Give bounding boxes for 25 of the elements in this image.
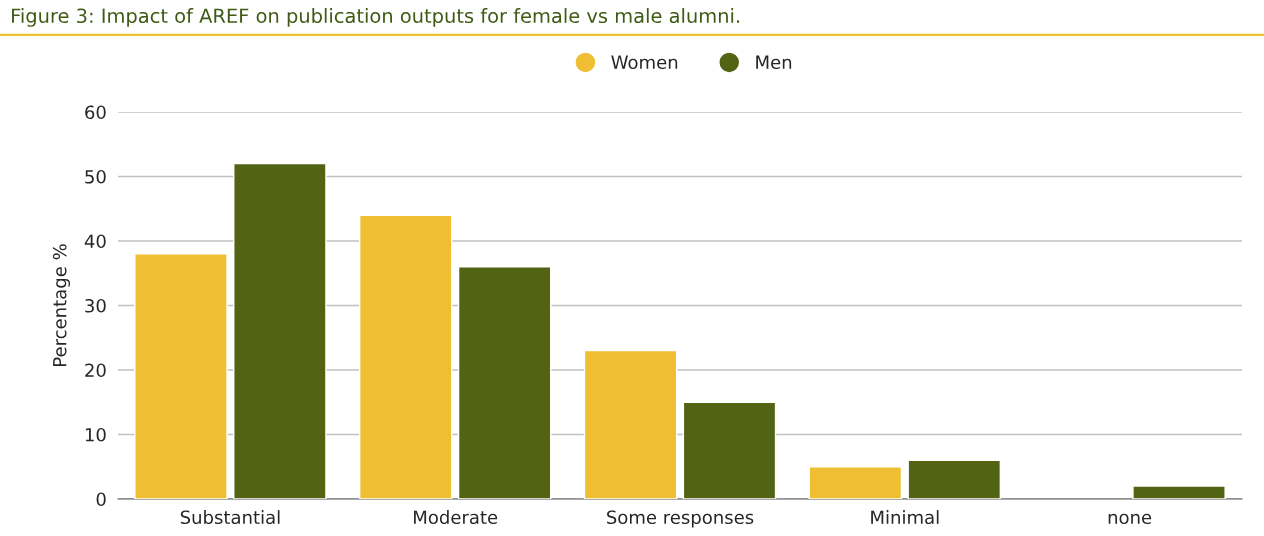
x-tick-label: Minimal [871, 510, 939, 525]
y-tick-label: 30 [85, 298, 106, 313]
bar [358, 214, 453, 499]
x-tick-label: Substantial [180, 510, 280, 525]
x-tick-label: Some responses [607, 510, 754, 528]
bar [682, 401, 777, 499]
bar [808, 466, 903, 499]
bar [134, 253, 228, 499]
legend-label: Women [611, 55, 678, 70]
legend-label: Men [756, 55, 792, 70]
x-tick-label: none [1108, 513, 1152, 525]
y-tick-label: 0 [96, 492, 106, 507]
bar [1132, 485, 1226, 499]
y-tick-label: 50 [85, 169, 106, 184]
bar [583, 349, 678, 499]
y-tick-label: 10 [85, 427, 106, 442]
bar [907, 459, 1002, 499]
y-axis-title: Percentage % [52, 244, 71, 366]
x-tick-label: Moderate [414, 510, 498, 525]
bar [457, 266, 552, 499]
y-tick-label: 20 [85, 363, 106, 378]
chart-title: Figure 3: Impact of AREF on publication outputs for female vs male alumni. [12, 8, 740, 27]
bar [233, 162, 327, 499]
y-tick-label: 60 [85, 105, 106, 120]
y-tick-label: 40 [84, 234, 106, 249]
